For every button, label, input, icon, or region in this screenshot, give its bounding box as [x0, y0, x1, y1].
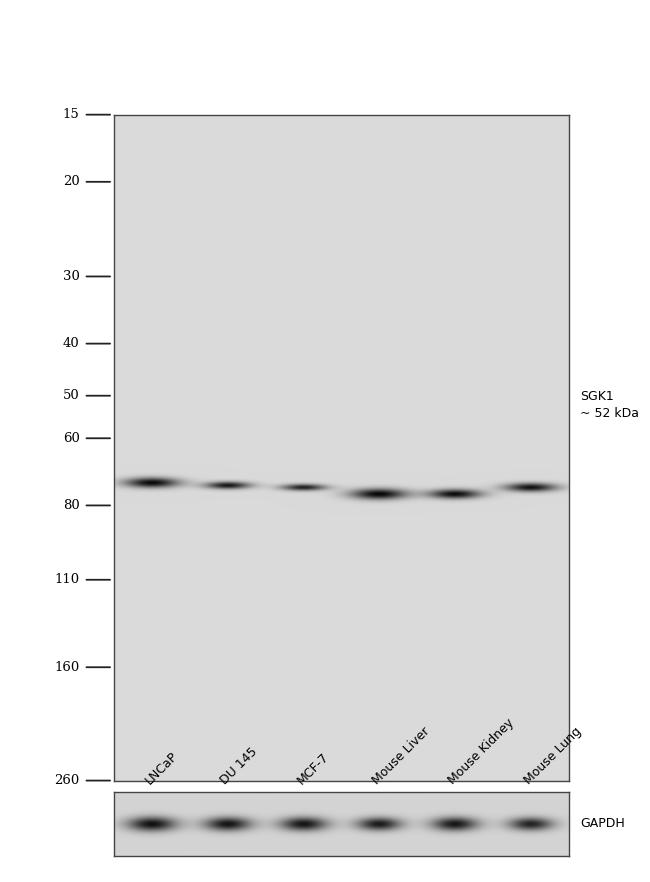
Text: DU 145: DU 145: [218, 745, 261, 788]
Text: 20: 20: [63, 176, 79, 189]
Text: Mouse Kidney: Mouse Kidney: [446, 716, 517, 788]
Text: 30: 30: [63, 270, 79, 283]
Text: 80: 80: [63, 499, 79, 512]
Text: 260: 260: [55, 774, 79, 787]
Text: 60: 60: [63, 432, 79, 445]
Text: 50: 50: [63, 389, 79, 402]
Text: Mouse Liver: Mouse Liver: [370, 725, 432, 788]
Text: 15: 15: [63, 108, 79, 121]
Text: GAPDH: GAPDH: [580, 818, 625, 830]
Text: SGK1
~ 52 kDa: SGK1 ~ 52 kDa: [580, 390, 639, 420]
Text: Mouse Lung: Mouse Lung: [522, 725, 584, 788]
Text: 110: 110: [55, 573, 79, 587]
Text: 160: 160: [55, 661, 79, 674]
Text: LNCaP: LNCaP: [142, 750, 180, 788]
Text: 40: 40: [63, 337, 79, 350]
Text: MCF-7: MCF-7: [294, 751, 331, 788]
